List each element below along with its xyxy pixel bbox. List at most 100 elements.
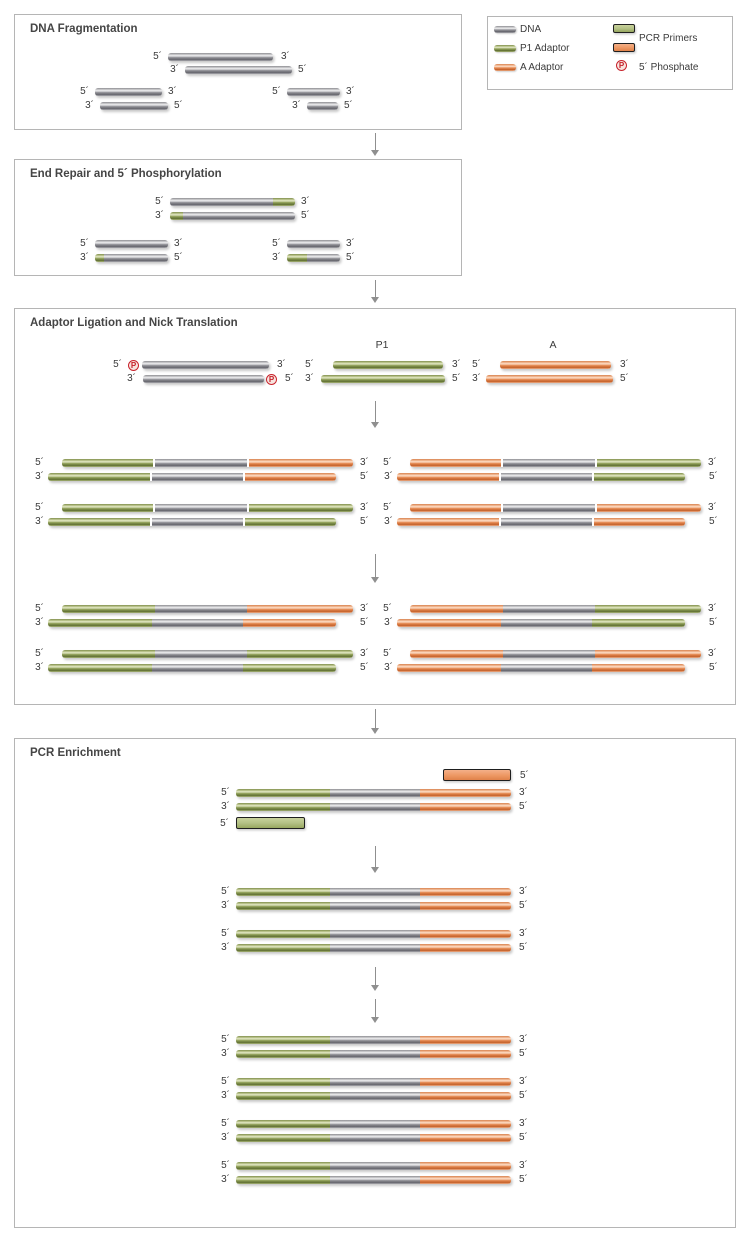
primer-end-label: 5´ xyxy=(520,770,529,781)
panel-title-end-repair: End Repair and 5´ Phosphorylation xyxy=(30,168,222,180)
strand-end-label: 5´ xyxy=(346,252,355,263)
strand-segment-dna xyxy=(142,361,269,369)
strand-end-label: 5´ xyxy=(298,64,307,75)
legend-swatch-seg xyxy=(494,26,516,33)
strand-segment-a xyxy=(420,1050,511,1058)
strand-end-label: 5´ xyxy=(301,210,310,221)
strand-segment-a xyxy=(397,473,499,481)
dna-strand xyxy=(287,240,340,248)
strand-segment-p1 xyxy=(170,212,183,220)
strand-end-label: 5´ xyxy=(35,457,44,468)
strand-segment-dna xyxy=(330,1134,420,1142)
strand-segment-a xyxy=(420,1078,511,1086)
strand-end-label: 5´ xyxy=(272,238,281,249)
strand-end-label: 3´ xyxy=(35,662,44,673)
strand-segment-dna xyxy=(155,504,247,512)
strand-end-label: 5´ xyxy=(80,86,89,97)
dna-strand xyxy=(95,254,168,262)
strand-segment-p1 xyxy=(236,1036,330,1044)
strand-end-label: 5´ xyxy=(153,51,162,62)
strand-segment-a xyxy=(410,605,503,613)
legend-primer-a-icon xyxy=(613,43,635,52)
strand-end-label: 5´ xyxy=(174,100,183,111)
strand-end-label: 5´ xyxy=(285,373,294,384)
strand-segment-p1 xyxy=(236,1134,330,1142)
strand-segment-a xyxy=(249,459,353,467)
strand-segment-p1 xyxy=(592,619,685,627)
strand-segment-p1 xyxy=(236,1120,330,1128)
arrow-stem xyxy=(374,133,376,151)
strand-segment-p1 xyxy=(48,619,152,627)
dna-strand xyxy=(410,650,701,658)
strand-segment-a xyxy=(420,1120,511,1128)
strand-segment-a xyxy=(397,664,501,672)
strand-segment-dna xyxy=(152,619,243,627)
strand-segment-dna xyxy=(170,198,273,206)
strand-end-label: 3´ xyxy=(708,457,717,468)
legend-primer-p1-icon xyxy=(613,24,635,33)
strand-segment-dna xyxy=(287,240,340,248)
strand-segment-p1 xyxy=(62,605,155,613)
strand-segment-dna xyxy=(503,459,595,467)
strand-end-label: 5´ xyxy=(519,1174,528,1185)
strand-segment-dna xyxy=(503,504,595,512)
strand-segment-p1 xyxy=(249,504,353,512)
strand-segment-p1 xyxy=(62,650,155,658)
strand-end-label: 5´ xyxy=(80,238,89,249)
strand-end-label: 3´ xyxy=(277,359,286,370)
strand-end-label: 3´ xyxy=(360,603,369,614)
strand-end-label: 5´ xyxy=(383,648,392,659)
strand-end-label: 5´ xyxy=(174,252,183,263)
strand-segment-dna xyxy=(330,944,420,952)
arrow-stem xyxy=(374,846,376,868)
strand-end-label: 5´ xyxy=(360,617,369,628)
dna-strand xyxy=(236,1036,511,1044)
dna-strand xyxy=(236,1120,511,1128)
strand-end-label: 3´ xyxy=(305,373,314,384)
arrow-head xyxy=(371,985,379,991)
strand-end-label: 5´ xyxy=(360,516,369,527)
strand-end-label: 3´ xyxy=(519,1118,528,1129)
dna-strand xyxy=(397,664,685,672)
dna-strand xyxy=(142,361,269,369)
strand-end-label: 5´ xyxy=(221,1076,230,1087)
arrow-head xyxy=(371,867,379,873)
strand-end-label: 5´ xyxy=(272,86,281,97)
strand-end-label: 3´ xyxy=(519,1034,528,1045)
strand-end-label: 3´ xyxy=(221,1090,230,1101)
dna-strand xyxy=(236,1078,511,1086)
dna-strand xyxy=(500,361,611,369)
strand-end-label: 3´ xyxy=(127,373,136,384)
strand-segment-dna xyxy=(501,664,592,672)
strand-segment-dna xyxy=(330,1036,420,1044)
strand-end-label: 3´ xyxy=(170,64,179,75)
dna-strand xyxy=(410,459,701,467)
dna-strand xyxy=(170,198,295,206)
strand-end-label: 5´ xyxy=(221,886,230,897)
strand-segment-dna xyxy=(95,240,168,248)
phosphate-icon: P xyxy=(266,374,277,385)
strand-end-label: 5´ xyxy=(113,359,122,370)
strand-end-label: 5´ xyxy=(709,471,718,482)
strand-segment-a xyxy=(597,504,701,512)
strand-end-label: 5´ xyxy=(35,648,44,659)
strand-segment-p1 xyxy=(594,473,685,481)
dna-strand xyxy=(95,88,162,96)
strand-segment-dna xyxy=(183,212,295,220)
strand-segment-p1 xyxy=(236,1176,330,1184)
strand-segment-dna xyxy=(501,473,592,481)
dna-strand xyxy=(48,473,336,481)
panel-title-dna-fragmentation: DNA Fragmentation xyxy=(30,23,138,35)
strand-segment-p1 xyxy=(236,944,330,952)
dna-strand xyxy=(287,254,340,262)
strand-end-label: 5´ xyxy=(709,516,718,527)
legend-label-phosphate: 5´ Phosphate xyxy=(639,62,699,73)
strand-end-label: 3´ xyxy=(360,648,369,659)
strand-end-label: 5´ xyxy=(221,1118,230,1129)
legend-swatch-seg xyxy=(494,45,516,52)
phosphate-icon: P xyxy=(128,360,139,371)
strand-end-label: 5´ xyxy=(620,373,629,384)
strand-segment-dna xyxy=(330,1078,420,1086)
strand-end-label: 3´ xyxy=(384,617,393,628)
strand-end-label: 5´ xyxy=(360,662,369,673)
